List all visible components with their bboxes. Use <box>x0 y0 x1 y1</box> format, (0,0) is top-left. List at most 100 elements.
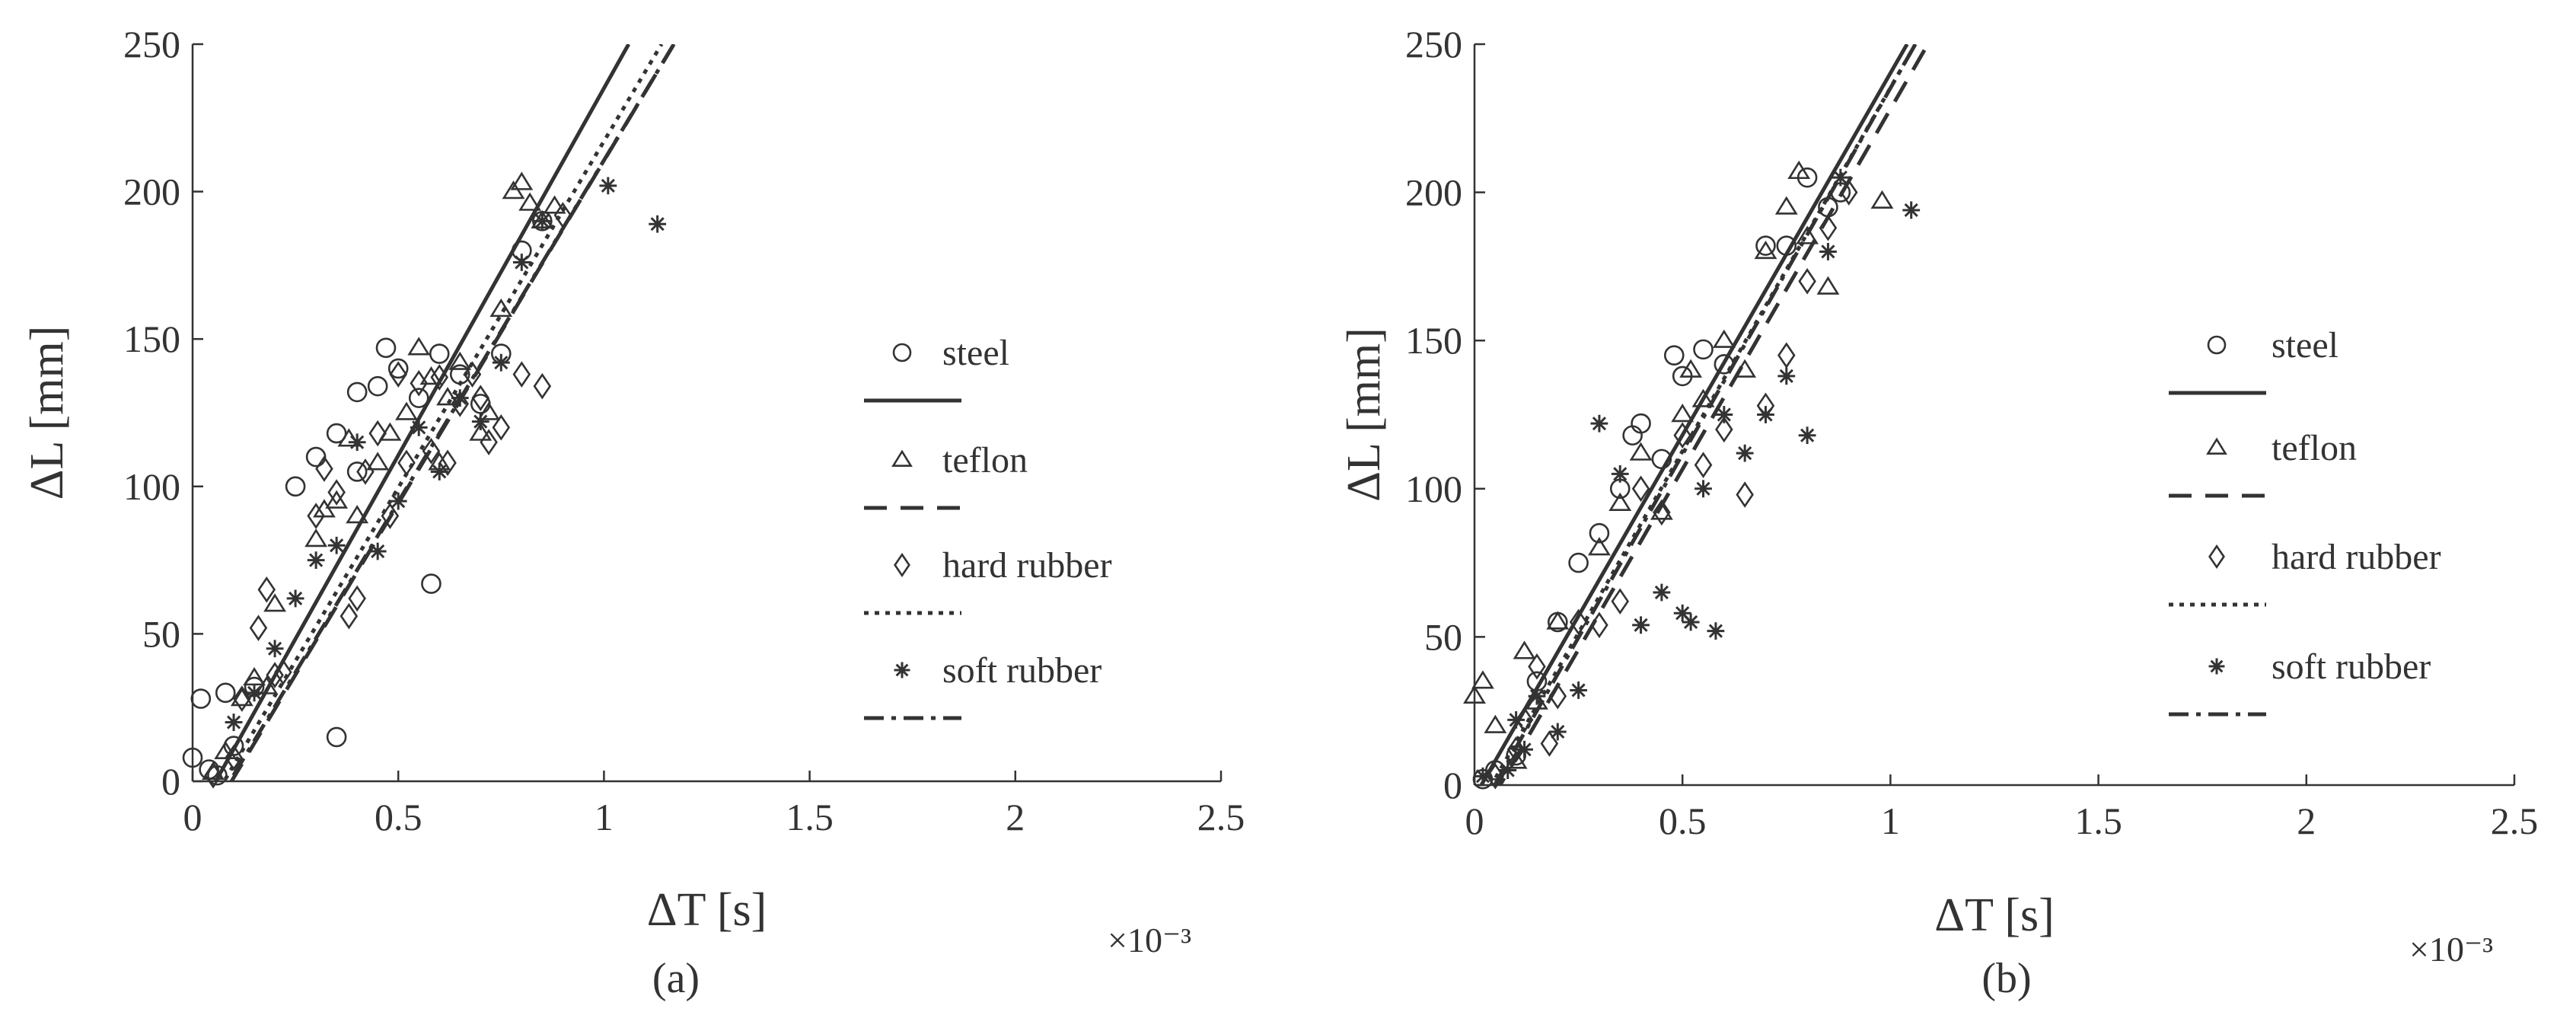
hard-rubber-point <box>512 361 531 388</box>
soft-rubber-point <box>533 212 551 230</box>
teflon-point <box>1774 196 1798 215</box>
teflon-point <box>1463 685 1486 704</box>
teflon-point <box>1870 190 1894 209</box>
hard-rubber-point <box>1777 342 1796 369</box>
soft-rubber-point <box>1653 583 1671 602</box>
steel-point <box>215 682 236 704</box>
steel-point <box>305 446 327 468</box>
teflon-point <box>1816 276 1840 295</box>
steel-point <box>285 476 306 497</box>
soft-rubber-point <box>1707 622 1725 640</box>
teflon-point <box>489 298 513 318</box>
legend-marker-soft-rubber <box>894 662 910 678</box>
hard-rubber-point <box>274 659 292 686</box>
hard-rubber-point <box>471 385 490 411</box>
teflon-point <box>477 401 501 420</box>
teflon-point <box>436 387 459 406</box>
hard-rubber-point <box>410 369 428 397</box>
teflon-point <box>1484 714 1507 733</box>
steel-point <box>1693 339 1714 360</box>
teflon-point <box>1513 640 1536 659</box>
legend-marker-hard-rubber <box>894 552 910 578</box>
soft-rubber-fit-line <box>228 44 676 781</box>
teflon-point <box>502 180 525 200</box>
x-tick-label: 0 <box>1465 800 1484 842</box>
teflon-point <box>407 337 431 356</box>
hard-rubber-point <box>249 615 268 641</box>
teflon-point <box>1679 359 1703 378</box>
x-tick-label: 0.5 <box>1659 800 1707 842</box>
teflon-point <box>1504 750 1528 769</box>
hard-rubber-point <box>1528 653 1546 680</box>
steel-point <box>1631 413 1651 434</box>
soft-rubber-point <box>1798 426 1816 445</box>
panel-caption: (a) <box>652 955 700 1002</box>
panel-a: 0 0.5 1 1.5 2 2.5 0 50 100 150 200 250 ΔT [s] ΔL [mm]… <box>21 23 1245 1002</box>
hard-rubber-point <box>356 458 375 485</box>
soft-rubber-point <box>225 714 243 731</box>
hard-rubber-point <box>1590 611 1608 639</box>
teflon-point <box>1587 537 1611 556</box>
hard-rubber-point <box>1673 422 1691 449</box>
teflon-point <box>255 675 279 694</box>
hard-rubber-point <box>1839 179 1858 206</box>
hard-rubber-point <box>307 503 325 529</box>
x-axis-label: ΔT [s] <box>647 884 767 936</box>
soft-rubber-point <box>1570 682 1587 699</box>
hard-rubber-point <box>1569 608 1588 636</box>
hard-rubber-point <box>438 449 457 477</box>
hard-rubber-point <box>422 438 441 464</box>
hard-rubber-point <box>340 602 359 630</box>
legend-label-soft-rubber: soft rubber <box>2272 646 2431 687</box>
x-axis-exponent-label: ×10⁻³ <box>1108 921 1191 959</box>
hard-rubber-point <box>463 361 482 388</box>
steel-point <box>182 747 203 768</box>
y-tick-label: 0 <box>161 760 180 803</box>
y-tick-label: 0 <box>1443 764 1462 806</box>
teflon-point <box>1671 404 1694 423</box>
legend-label-hard-rubber: hard rubber <box>942 545 1112 586</box>
soft-rubber-point <box>1715 406 1733 423</box>
hard-rubber-point <box>368 420 387 447</box>
hard-rubber-point <box>225 744 243 771</box>
series-hard-rubber <box>1486 44 1918 790</box>
soft-rubber-point <box>1516 740 1533 758</box>
teflon-fit-line <box>1497 44 1930 785</box>
teflon-point <box>448 351 472 370</box>
teflon-point <box>366 452 390 471</box>
x-tick-label: 0.5 <box>375 796 422 838</box>
soft-rubber-point <box>1632 616 1650 634</box>
steel-point <box>1568 552 1589 573</box>
soft-rubber-point <box>307 551 325 569</box>
steel-fit-line <box>213 44 631 781</box>
steel-point <box>387 358 409 379</box>
series-hard-rubber <box>204 44 664 789</box>
soft-rubber-point <box>471 413 489 431</box>
legend-marker-steel <box>2207 335 2227 355</box>
legend-label-hard-rubber: hard rubber <box>2272 537 2441 577</box>
teflon-point <box>469 422 493 441</box>
soft-rubber-point <box>1757 406 1774 423</box>
soft-rubber-point <box>1694 480 1712 498</box>
y-axis-label: ΔL [mm] <box>21 326 73 500</box>
series-soft-rubber <box>1474 44 1921 785</box>
teflon-point <box>1712 329 1736 348</box>
x-tick-label: 2.5 <box>2491 800 2539 842</box>
legend-marker-steel <box>892 343 912 362</box>
soft-rubber-point <box>649 215 667 233</box>
steel-point <box>346 461 368 482</box>
steel-point <box>408 388 429 408</box>
teflon-point <box>312 499 336 518</box>
legend-label-soft-rubber: soft rubber <box>942 650 1101 691</box>
soft-rubber-point <box>1528 687 1546 705</box>
y-axis-label: ΔL [mm] <box>1338 327 1390 502</box>
teflon-point <box>1629 442 1653 461</box>
y-tick-label: 100 <box>123 465 180 508</box>
y-tick-label: 150 <box>1405 319 1462 362</box>
hard-rubber-point <box>492 414 511 441</box>
hard-rubber-point <box>1631 475 1650 503</box>
x-tick-label: 1.5 <box>2074 800 2122 842</box>
legend-label-teflon: teflon <box>942 440 1028 480</box>
steel-point <box>346 381 368 403</box>
